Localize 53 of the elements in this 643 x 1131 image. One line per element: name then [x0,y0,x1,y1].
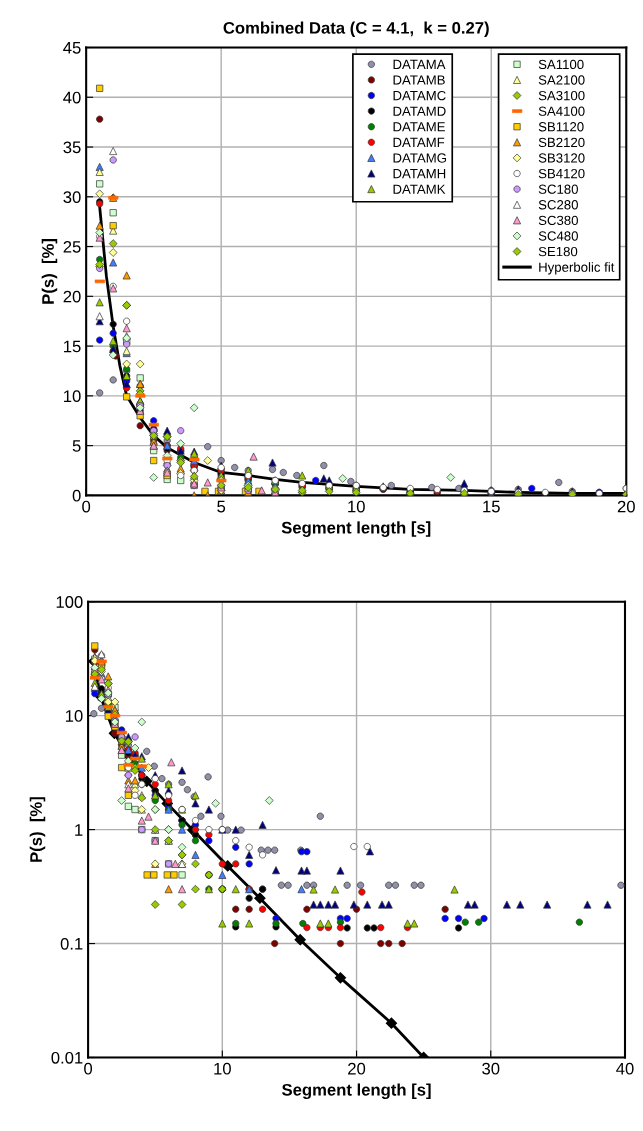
x-tick-label: 30 [482,1062,500,1075]
legend-label: SB3120 [538,153,585,163]
y-tick-label: 40 [63,91,81,104]
y-tick-label: 25 [63,240,81,253]
x-axis-title: Segment length [s] [282,1083,431,1100]
legend-label: SB4120 [538,168,585,179]
legend-label: SA4100 [538,106,585,116]
y-tick-label: 45 [63,42,81,54]
x-tick-label: 20 [617,500,635,513]
legend-label: DATAMD [393,106,446,116]
legend-label: SE180 [538,246,578,257]
legend-label: SC180 [538,184,578,194]
y-tick-label: 10 [65,710,83,722]
y-tick-label: 100 [56,596,83,608]
legend-label: SB1120 [538,122,584,132]
legend-label: DATAMA [393,59,446,69]
legend-label: DATAMC [393,90,446,101]
y-tick-label: 30 [63,191,81,203]
y-tick-label: 5 [72,440,81,452]
legend-label: SB2120 [538,137,585,148]
legend-label: DATAME [393,122,445,132]
y-tick-label: 0 [72,489,81,502]
legend-label: SC280 [538,200,578,210]
x-tick-label: 0 [84,1062,93,1075]
legend-label: DATAMF [393,137,445,147]
legend-label: Hyperbolic fit [539,262,615,275]
y-tick-label: 20 [63,290,81,303]
legend-label: DATAMG [393,153,446,163]
y-tick-label: 0.01 [51,1051,83,1064]
x-tick-label: 0 [82,500,91,513]
x-tick-label: 20 [348,1062,366,1075]
legend-label: SA2100 [538,75,585,85]
legend-label: SC480 [538,231,578,241]
y-tick-label: 10 [64,390,81,403]
x-tick-label: 15 [483,500,500,513]
y-axis-title: P(s) [%] [41,239,58,304]
y-tick-label: 0.1 [60,937,83,950]
x-axis-title: Segment length [s] [281,521,431,537]
x-tick-label: 5 [217,500,226,513]
legend-label: DATAMH [393,169,446,179]
legend-label: SA1100 [538,59,584,70]
y-tick-label: 35 [63,141,81,154]
legend-label: DATAMK [393,184,446,194]
y-tick-label: 1 [75,824,83,836]
legend-label: SC380 [538,215,578,226]
x-tick-label: 10 [214,1062,231,1075]
x-tick-label: 40 [616,1062,634,1075]
chart-title: Combined Data (C = 4.1, k = 0.27) [223,21,489,38]
legend-label: DATAMB [393,75,445,85]
x-tick-label: 10 [348,500,365,513]
y-axis-title: P(s) [%] [29,797,46,862]
legend-label: SA3100 [538,90,585,101]
y-tick-label: 15 [64,340,81,353]
